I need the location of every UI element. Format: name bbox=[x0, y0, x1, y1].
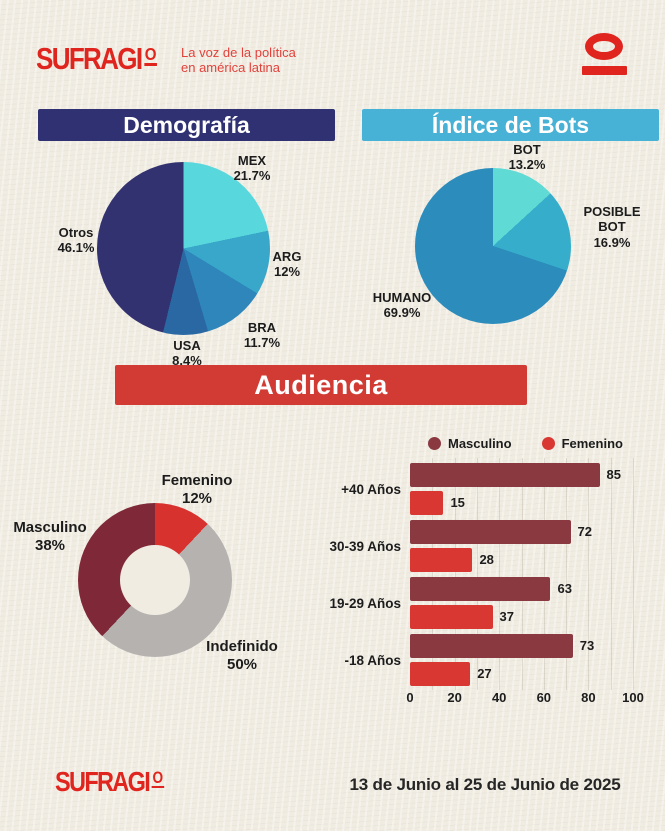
gridline bbox=[610, 458, 612, 690]
header-logo: SUFRAGI O bbox=[36, 41, 158, 77]
gridline bbox=[588, 458, 590, 690]
legend-dot-femenino bbox=[541, 437, 555, 450]
donut-hole bbox=[120, 545, 190, 615]
legend-item-masculino: Masculino bbox=[428, 436, 512, 451]
pie-label-bra: BRA 11.7% bbox=[243, 320, 281, 351]
header-logo-text: SUFRAGI bbox=[36, 41, 143, 76]
bar-value-label: 37 bbox=[499, 609, 514, 624]
x-axis-tick: 20 bbox=[447, 690, 462, 705]
tagline-line-2: en américa latina bbox=[181, 60, 280, 76]
gridline bbox=[566, 458, 568, 690]
bar-masculino bbox=[410, 577, 551, 601]
demografia-pie-chart bbox=[97, 162, 270, 335]
gridline bbox=[432, 458, 434, 690]
footer-logo-o-mark: O bbox=[151, 768, 164, 788]
banner-audiencia: Audiencia bbox=[115, 365, 527, 405]
x-axis-tick: 100 bbox=[622, 690, 644, 705]
bar-category-label: +40 Años bbox=[341, 481, 401, 497]
gridline bbox=[521, 458, 523, 690]
footer-date-range: 13 de Junio al 25 de Junio de 2025 bbox=[349, 775, 621, 794]
pie-label-bot: BOT 13.2% bbox=[508, 142, 546, 173]
bar-value-label: 73 bbox=[579, 638, 595, 653]
donut-label-femenino: Femenino 12% bbox=[161, 472, 233, 507]
footer-logo-text: SUFRAGI bbox=[55, 766, 151, 797]
bar-femenino bbox=[410, 662, 471, 686]
gridline bbox=[476, 458, 478, 690]
bar-masculino bbox=[410, 463, 600, 487]
pie-label-mex: MEX 21.7% bbox=[233, 153, 271, 184]
banner-demografia: Demografía bbox=[38, 109, 335, 141]
footer-logo: SUFRAGI O bbox=[55, 766, 164, 798]
bar-value-label: 63 bbox=[557, 581, 572, 596]
banner-demografia-label: Demografía bbox=[123, 111, 250, 138]
pie-label-usa: USA 8.4% bbox=[172, 338, 202, 369]
bar-category-label: 30-39 Años bbox=[329, 538, 401, 554]
bar-femenino bbox=[410, 548, 473, 572]
brand-o-underline bbox=[582, 66, 627, 75]
bar-femenino bbox=[410, 605, 493, 629]
bar-value-label: 85 bbox=[606, 467, 622, 482]
x-axis-tick: 40 bbox=[491, 690, 507, 705]
bar-plot: +40 Años 85 15 30-39 Años 72 28 19-29 Años 63 37… bbox=[329, 458, 644, 705]
bar-legend: Masculino Femenino bbox=[428, 436, 623, 451]
donut-label-masculino: Masculino 38% bbox=[13, 519, 87, 554]
bar-value-label: 15 bbox=[450, 495, 465, 510]
bar-value-label: 27 bbox=[477, 666, 492, 681]
banner-bots-label: Índice de Bots bbox=[431, 111, 590, 138]
x-axis-tick: 60 bbox=[536, 690, 552, 705]
bar-femenino bbox=[410, 491, 444, 515]
brand-o-icon bbox=[585, 33, 623, 60]
bar-value-label: 28 bbox=[479, 552, 494, 567]
x-axis-tick: 0 bbox=[406, 690, 414, 705]
gridline bbox=[499, 458, 501, 690]
legend-label-femenino: Femenino bbox=[561, 436, 623, 451]
header-logo-o-mark: O bbox=[143, 43, 158, 66]
pie-label-posible-bot: POSIBLE BOT 16.9% bbox=[583, 204, 641, 250]
legend-label-masculino: Masculino bbox=[448, 436, 512, 451]
legend-dot-masculino bbox=[428, 437, 441, 450]
tagline-line-1: La voz de la política bbox=[181, 45, 296, 60]
bar-category-label: 19-29 Años bbox=[329, 595, 401, 611]
bots-pie-chart bbox=[415, 168, 571, 324]
donut-label-indefinido: Indefinido 50% bbox=[206, 638, 278, 673]
bar-value-label: 72 bbox=[577, 524, 593, 539]
bar-masculino bbox=[410, 634, 573, 658]
x-axis-tick: 80 bbox=[581, 690, 596, 705]
gridline bbox=[633, 458, 634, 690]
legend-item-femenino: Femenino bbox=[541, 436, 623, 451]
gridline bbox=[454, 458, 456, 690]
bar-masculino bbox=[410, 520, 571, 544]
bar-category-label: -18 Años bbox=[344, 652, 401, 668]
header-tagline: La voz de la política en américa latina bbox=[181, 45, 296, 75]
pie-label-humano: HUMANO 69.9% bbox=[372, 290, 432, 321]
banner-bots: Índice de Bots bbox=[362, 109, 659, 141]
gridline bbox=[543, 458, 545, 690]
pie-label-arg: ARG 12% bbox=[272, 249, 302, 280]
pie-label-otros: Otros 46.1% bbox=[57, 225, 95, 256]
banner-audiencia-label: Audiencia bbox=[254, 369, 388, 400]
